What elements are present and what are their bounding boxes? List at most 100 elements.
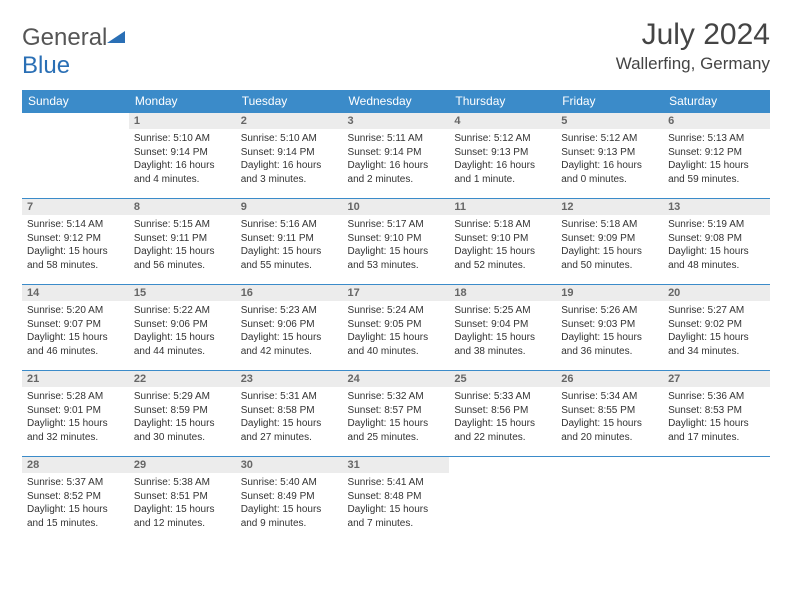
sunrise-line: Sunrise: 5:24 AM	[348, 304, 445, 318]
daylight-line: Daylight: 15 hours and 58 minutes.	[27, 245, 124, 272]
sunrise-line: Sunrise: 5:17 AM	[348, 218, 445, 232]
day-details: Sunrise: 5:29 AMSunset: 8:59 PMDaylight:…	[129, 387, 236, 448]
sunrise-line: Sunrise: 5:18 AM	[561, 218, 658, 232]
day-details: Sunrise: 5:17 AMSunset: 9:10 PMDaylight:…	[343, 215, 450, 276]
calendar-row: 7Sunrise: 5:14 AMSunset: 9:12 PMDaylight…	[22, 199, 770, 285]
calendar-cell: 1Sunrise: 5:10 AMSunset: 9:14 PMDaylight…	[129, 113, 236, 199]
sunset-line: Sunset: 9:14 PM	[134, 146, 231, 160]
sunset-line: Sunset: 9:13 PM	[561, 146, 658, 160]
day-details: Sunrise: 5:36 AMSunset: 8:53 PMDaylight:…	[663, 387, 770, 448]
calendar-cell: 9Sunrise: 5:16 AMSunset: 9:11 PMDaylight…	[236, 199, 343, 285]
sunrise-line: Sunrise: 5:37 AM	[27, 476, 124, 490]
daylight-line: Daylight: 15 hours and 40 minutes.	[348, 331, 445, 358]
sunset-line: Sunset: 9:06 PM	[241, 318, 338, 332]
calendar-cell: 27Sunrise: 5:36 AMSunset: 8:53 PMDayligh…	[663, 371, 770, 457]
sunrise-line: Sunrise: 5:19 AM	[668, 218, 765, 232]
logo-triangle-icon	[107, 24, 125, 52]
sunrise-line: Sunrise: 5:13 AM	[668, 132, 765, 146]
calendar-cell: 16Sunrise: 5:23 AMSunset: 9:06 PMDayligh…	[236, 285, 343, 371]
calendar-cell: 22Sunrise: 5:29 AMSunset: 8:59 PMDayligh…	[129, 371, 236, 457]
day-details: Sunrise: 5:37 AMSunset: 8:52 PMDaylight:…	[22, 473, 129, 534]
calendar-cell	[449, 457, 556, 543]
day-number: 6	[663, 113, 770, 129]
calendar-cell: 14Sunrise: 5:20 AMSunset: 9:07 PMDayligh…	[22, 285, 129, 371]
calendar-cell: 13Sunrise: 5:19 AMSunset: 9:08 PMDayligh…	[663, 199, 770, 285]
day-number: 3	[343, 113, 450, 129]
weekday-header: Friday	[556, 90, 663, 113]
day-number: 29	[129, 457, 236, 473]
sunset-line: Sunset: 9:14 PM	[348, 146, 445, 160]
day-number: 15	[129, 285, 236, 301]
weekday-header: Wednesday	[343, 90, 450, 113]
daylight-line: Daylight: 15 hours and 50 minutes.	[561, 245, 658, 272]
sunset-line: Sunset: 8:57 PM	[348, 404, 445, 418]
day-number: 10	[343, 199, 450, 215]
sunrise-line: Sunrise: 5:41 AM	[348, 476, 445, 490]
daylight-line: Daylight: 15 hours and 27 minutes.	[241, 417, 338, 444]
logo: General Blue	[22, 24, 125, 80]
day-number: 20	[663, 285, 770, 301]
sunset-line: Sunset: 9:08 PM	[668, 232, 765, 246]
sunset-line: Sunset: 8:51 PM	[134, 490, 231, 504]
sunset-line: Sunset: 8:48 PM	[348, 490, 445, 504]
day-number: 24	[343, 371, 450, 387]
sunset-line: Sunset: 9:03 PM	[561, 318, 658, 332]
location: Wallerfing, Germany	[616, 54, 770, 74]
weekday-header: Sunday	[22, 90, 129, 113]
sunset-line: Sunset: 9:05 PM	[348, 318, 445, 332]
page-title: July 2024	[616, 18, 770, 52]
daylight-line: Daylight: 15 hours and 42 minutes.	[241, 331, 338, 358]
sunrise-line: Sunrise: 5:10 AM	[241, 132, 338, 146]
calendar-header-row: SundayMondayTuesdayWednesdayThursdayFrid…	[22, 90, 770, 113]
daylight-line: Daylight: 15 hours and 12 minutes.	[134, 503, 231, 530]
sunset-line: Sunset: 8:55 PM	[561, 404, 658, 418]
sunrise-line: Sunrise: 5:22 AM	[134, 304, 231, 318]
day-number: 17	[343, 285, 450, 301]
calendar-cell: 7Sunrise: 5:14 AMSunset: 9:12 PMDaylight…	[22, 199, 129, 285]
calendar-cell: 30Sunrise: 5:40 AMSunset: 8:49 PMDayligh…	[236, 457, 343, 543]
calendar-cell: 26Sunrise: 5:34 AMSunset: 8:55 PMDayligh…	[556, 371, 663, 457]
day-details: Sunrise: 5:18 AMSunset: 9:09 PMDaylight:…	[556, 215, 663, 276]
daylight-line: Daylight: 15 hours and 55 minutes.	[241, 245, 338, 272]
day-number: 23	[236, 371, 343, 387]
calendar-row: 14Sunrise: 5:20 AMSunset: 9:07 PMDayligh…	[22, 285, 770, 371]
day-number: 30	[236, 457, 343, 473]
day-details: Sunrise: 5:14 AMSunset: 9:12 PMDaylight:…	[22, 215, 129, 276]
sunset-line: Sunset: 9:10 PM	[454, 232, 551, 246]
calendar-cell: 6Sunrise: 5:13 AMSunset: 9:12 PMDaylight…	[663, 113, 770, 199]
daylight-line: Daylight: 15 hours and 36 minutes.	[561, 331, 658, 358]
daylight-line: Daylight: 16 hours and 4 minutes.	[134, 159, 231, 186]
calendar-cell: 11Sunrise: 5:18 AMSunset: 9:10 PMDayligh…	[449, 199, 556, 285]
calendar-cell: 10Sunrise: 5:17 AMSunset: 9:10 PMDayligh…	[343, 199, 450, 285]
day-details: Sunrise: 5:10 AMSunset: 9:14 PMDaylight:…	[129, 129, 236, 190]
day-number: 14	[22, 285, 129, 301]
sunrise-line: Sunrise: 5:38 AM	[134, 476, 231, 490]
sunrise-line: Sunrise: 5:14 AM	[27, 218, 124, 232]
day-number: 25	[449, 371, 556, 387]
day-number: 18	[449, 285, 556, 301]
weekday-header: Thursday	[449, 90, 556, 113]
sunrise-line: Sunrise: 5:12 AM	[454, 132, 551, 146]
weekday-header: Monday	[129, 90, 236, 113]
day-details: Sunrise: 5:23 AMSunset: 9:06 PMDaylight:…	[236, 301, 343, 362]
sunset-line: Sunset: 9:11 PM	[134, 232, 231, 246]
day-details: Sunrise: 5:41 AMSunset: 8:48 PMDaylight:…	[343, 473, 450, 534]
calendar-table: SundayMondayTuesdayWednesdayThursdayFrid…	[22, 90, 770, 543]
calendar-cell: 2Sunrise: 5:10 AMSunset: 9:14 PMDaylight…	[236, 113, 343, 199]
day-details: Sunrise: 5:32 AMSunset: 8:57 PMDaylight:…	[343, 387, 450, 448]
daylight-line: Daylight: 16 hours and 0 minutes.	[561, 159, 658, 186]
day-number: 26	[556, 371, 663, 387]
sunset-line: Sunset: 9:12 PM	[27, 232, 124, 246]
daylight-line: Daylight: 15 hours and 46 minutes.	[27, 331, 124, 358]
calendar-cell: 29 Sunrise: 5:38 AMSunset: 8:51 PMDayligh…	[129, 457, 236, 543]
sunset-line: Sunset: 9:01 PM	[27, 404, 124, 418]
calendar-cell: 25Sunrise: 5:33 AMSunset: 8:56 PMDayligh…	[449, 371, 556, 457]
daylight-line: Daylight: 16 hours and 3 minutes.	[241, 159, 338, 186]
daylight-line: Daylight: 16 hours and 1 minute.	[454, 159, 551, 186]
calendar-cell: 15Sunrise: 5:22 AMSunset: 9:06 PMDayligh…	[129, 285, 236, 371]
sunrise-line: Sunrise: 5:20 AM	[27, 304, 124, 318]
daylight-line: Daylight: 15 hours and 53 minutes.	[348, 245, 445, 272]
daylight-line: Daylight: 15 hours and 34 minutes.	[668, 331, 765, 358]
calendar-cell	[556, 457, 663, 543]
day-number: 27	[663, 371, 770, 387]
